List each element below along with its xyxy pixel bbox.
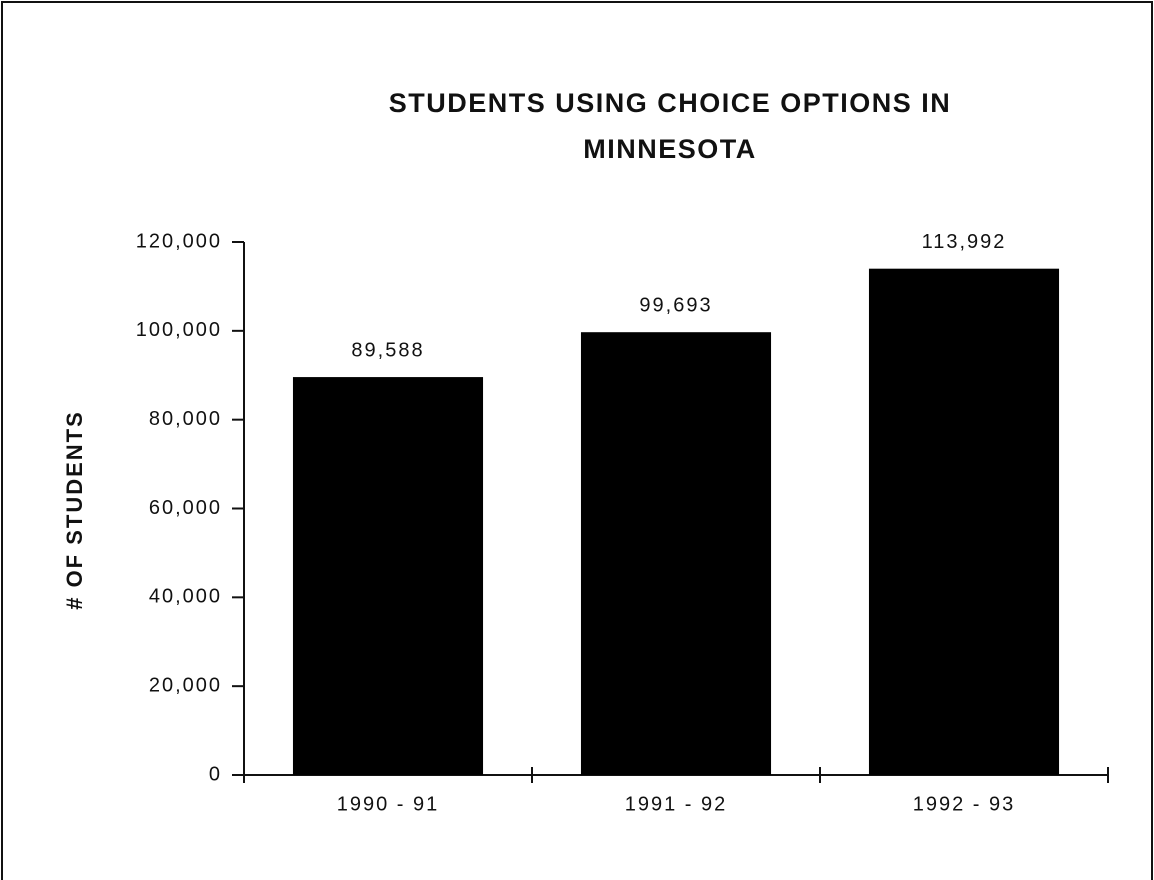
x-tick-label: 1991 - 92	[625, 793, 728, 815]
chart-title: STUDENTS USING CHOICE OPTIONS IN MINNESO…	[388, 88, 952, 164]
y-tick-label: 20,000	[149, 674, 222, 696]
value-label: 113,992	[922, 231, 1007, 253]
bar	[868, 268, 1060, 775]
bar	[292, 377, 484, 775]
y-tick-label: 40,000	[149, 586, 222, 608]
bar	[580, 332, 772, 775]
y-tick-label: 60,000	[149, 497, 222, 519]
y-tick-label: 120,000	[136, 230, 222, 252]
y-tick-label: 80,000	[149, 408, 222, 430]
y-tick-label: 100,000	[136, 319, 222, 341]
y-axis-label: # OF STUDENTS	[62, 410, 87, 610]
y-tick-label: 0	[209, 763, 222, 785]
value-label: 89,588	[351, 339, 424, 361]
value-label: 99,693	[639, 294, 712, 316]
x-tick-label: 1992 - 93	[913, 793, 1016, 815]
x-tick-label: 1990 - 91	[337, 793, 440, 815]
